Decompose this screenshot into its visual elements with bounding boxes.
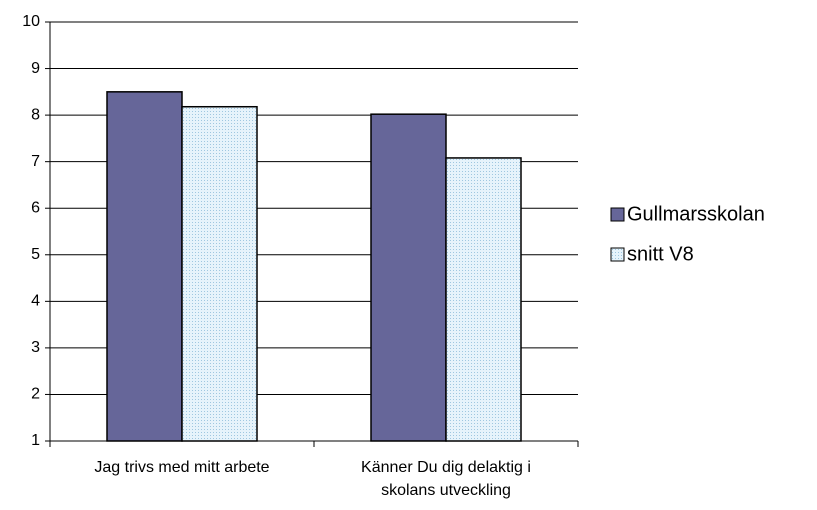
y-tick-label: 9 — [31, 60, 40, 77]
y-tick-label: 6 — [31, 199, 40, 216]
bar — [181, 105, 258, 442]
legend-swatch — [610, 247, 625, 262]
x-tick-label: Jag trivs med mitt arbete — [94, 459, 269, 476]
y-tick-label: 5 — [31, 246, 40, 263]
x-tick-label: Känner Du dig delaktig i skolans utveckli… — [361, 459, 531, 499]
y-tick-label: 2 — [31, 386, 40, 403]
y-tick-label: 7 — [31, 153, 40, 170]
y-tick-label: 4 — [31, 293, 40, 310]
bar — [106, 91, 183, 442]
legend-label: Gullmarsskolan — [627, 203, 765, 225]
y-tick-label: 8 — [31, 106, 40, 123]
bar — [370, 113, 447, 442]
y-tick-label: 10 — [22, 13, 40, 30]
legend-label: snitt V8 — [627, 243, 694, 265]
legend-swatch — [610, 207, 625, 222]
y-tick-label: 1 — [31, 432, 40, 449]
bar — [445, 157, 522, 442]
y-tick-label: 3 — [31, 339, 40, 356]
